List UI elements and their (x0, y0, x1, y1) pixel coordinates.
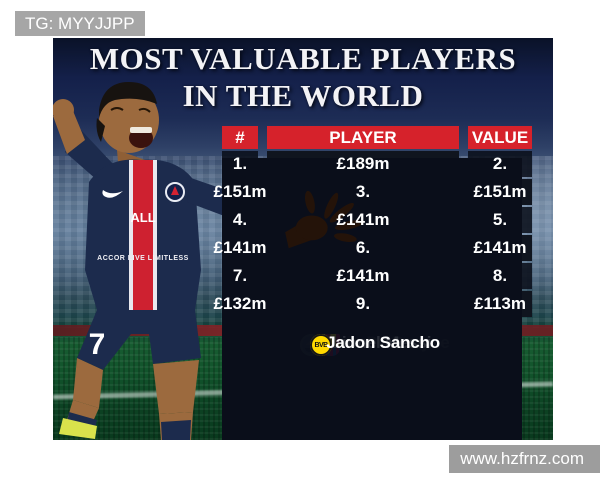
value-label: £113m (474, 294, 526, 313)
value-cell: £151m (468, 179, 532, 205)
rank-column-header: # (222, 126, 258, 149)
tg-watermark-badge: TG: MYYJJPP (15, 11, 145, 36)
shorts-number-text: 7 (89, 328, 106, 361)
value-label: £141m (473, 238, 527, 257)
rank-label: 8. (492, 266, 508, 285)
player-header-label: PLAYER (329, 127, 397, 147)
page-title: MOST VALUABLE PLAYERS IN THE WORLD (53, 40, 553, 114)
value-header-label: VALUE (471, 127, 529, 147)
value-cell: £151m (214, 179, 266, 205)
value-label: £132m (213, 294, 267, 313)
player-name: Jadon Sancho (326, 333, 440, 352)
player-hand-silhouette (285, 190, 363, 249)
rank-label: 6. (355, 238, 371, 257)
value-label: £141m (336, 210, 390, 229)
player-cell: BVB Jadon Sancho (222, 158, 522, 440)
rank-label: 4. (232, 210, 248, 229)
rank-label: 1. (232, 154, 248, 173)
value-cell: £113m (468, 291, 532, 317)
rank-header-label: # (235, 127, 245, 147)
dortmund-crest-icon: BVB (310, 334, 333, 356)
poster: ALL ACCOR LIVE LIMITLESS 7 (53, 38, 553, 440)
value-label: £189m (336, 154, 390, 173)
website-watermark-badge: www.hzfrnz.com (449, 445, 600, 473)
player-column-header: PLAYER (267, 126, 459, 149)
rank-label: 9. (355, 294, 371, 313)
value-cell: £141m (468, 235, 532, 261)
value-label: £141m (213, 238, 267, 257)
rank-label: 5. (492, 210, 508, 229)
value-cell: £132m (214, 291, 266, 317)
value-cell: £141m (214, 235, 266, 261)
value-column-header: VALUE (468, 126, 532, 149)
value-label: £141m (336, 266, 390, 285)
value-label: £151m (213, 182, 267, 201)
title-line-1: MOST VALUABLE PLAYERS (89, 41, 517, 76)
value-label: £151m (473, 182, 527, 201)
bvb-crest-label: BVB (314, 341, 328, 349)
rank-label: 2. (492, 154, 508, 173)
rank-label: 3. (355, 182, 371, 201)
title-line-2: IN THE WORLD (182, 78, 424, 113)
rank-label: 7. (232, 266, 248, 285)
shirt-sponsor-text: ALL (130, 210, 155, 225)
shirt-sponsor-secondary-text: ACCOR LIVE LIMITLESS (97, 255, 189, 262)
rankings-table: # PLAYER VALUE 1. Kylian Mbappe £189m 2.… (214, 126, 532, 440)
